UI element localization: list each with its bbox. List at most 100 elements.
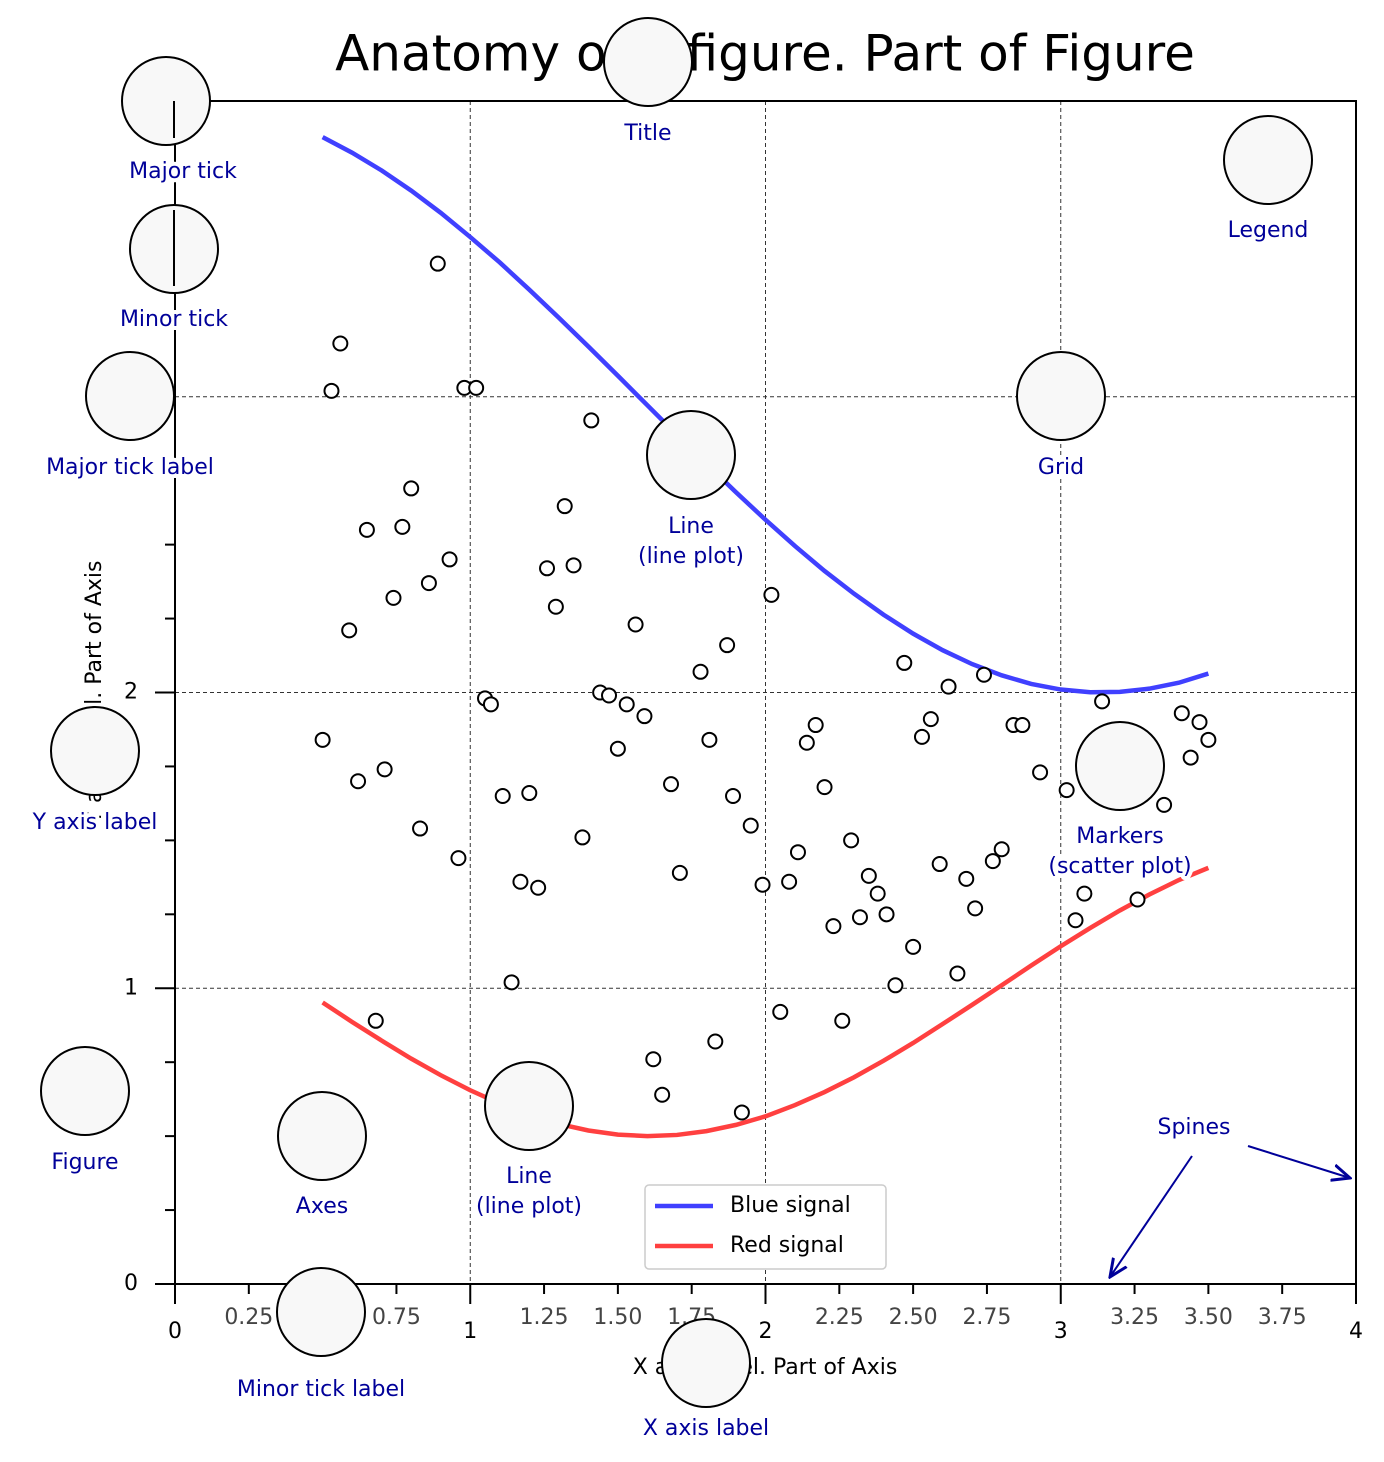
marker — [958, 870, 975, 887]
marker — [692, 663, 709, 680]
x-minor-tick-label: 3.25 — [1110, 1305, 1159, 1330]
annotation-circle — [661, 1318, 751, 1408]
annotation-circle — [646, 410, 736, 500]
x-tick-label: 2 — [759, 1319, 773, 1344]
marker — [521, 785, 538, 802]
marker — [1182, 749, 1199, 766]
annotation-circle — [50, 706, 140, 796]
marker — [1173, 705, 1190, 722]
marker — [1129, 891, 1146, 908]
marker — [412, 820, 429, 837]
marker — [654, 1086, 671, 1103]
marker — [733, 1104, 750, 1121]
marker — [358, 521, 375, 538]
marker — [772, 1003, 789, 1020]
marker — [869, 885, 886, 902]
marker — [314, 731, 331, 748]
marker — [420, 575, 437, 592]
marker — [583, 412, 600, 429]
marker — [574, 829, 591, 846]
marker — [896, 654, 913, 671]
annotation-label: Title — [623, 121, 671, 146]
annotation-label: Line — [506, 1164, 552, 1189]
marker — [754, 876, 771, 893]
marker — [1067, 912, 1084, 929]
x-minor-tick-label: 0.25 — [224, 1305, 273, 1330]
marker — [913, 728, 930, 745]
annotation-label: Line — [668, 514, 714, 539]
line — [321, 865, 1210, 1139]
marker — [341, 622, 358, 639]
annotation-circle — [276, 1267, 366, 1357]
marker — [350, 773, 367, 790]
annotation-label: Major tick label — [46, 455, 214, 480]
x-minor-tick-label: 1.50 — [593, 1305, 642, 1330]
x-minor-tick-label: 2.50 — [889, 1305, 938, 1330]
marker — [967, 900, 984, 917]
marker — [376, 761, 393, 778]
legend-label: Blue signal — [730, 1193, 851, 1218]
marker — [878, 906, 895, 923]
marker — [482, 696, 499, 713]
marker — [332, 335, 349, 352]
marker — [547, 598, 564, 615]
marker — [636, 708, 653, 725]
spine-arrow — [1247, 1145, 1350, 1178]
marker — [975, 666, 992, 683]
marker — [993, 841, 1010, 858]
marker — [742, 817, 759, 834]
marker — [834, 1012, 851, 1029]
x-minor-tick-label: 2.75 — [962, 1305, 1011, 1330]
marker — [725, 788, 742, 805]
marker — [949, 965, 966, 982]
marker — [763, 586, 780, 603]
x-minor-tick-label: 3.50 — [1184, 1305, 1233, 1330]
marker — [385, 589, 402, 606]
marker — [530, 879, 547, 896]
annotation-label: (line plot) — [476, 1194, 582, 1219]
annotation-label: X axis label — [643, 1416, 769, 1441]
y-tick-label: 0 — [124, 1271, 138, 1296]
marker — [789, 844, 806, 861]
marker — [798, 734, 815, 751]
annotation-label: Grid — [1038, 455, 1084, 480]
x-minor-tick-label: 1.25 — [520, 1305, 569, 1330]
marker — [1014, 717, 1031, 734]
x-tick-label: 1 — [463, 1319, 477, 1344]
x-minor-tick-label: 3.75 — [1258, 1305, 1307, 1330]
legend: Blue signal Red signal — [644, 1184, 887, 1270]
marker — [671, 864, 688, 881]
marker — [468, 379, 485, 396]
marker — [663, 776, 680, 793]
marker — [367, 1012, 384, 1029]
marker — [503, 974, 520, 991]
x-tick-label: 3 — [1054, 1319, 1068, 1344]
marker — [565, 557, 582, 574]
annotation-label: (line plot) — [638, 544, 744, 569]
annotation-label: Markers — [1076, 824, 1164, 849]
marker — [539, 560, 556, 577]
marker — [494, 788, 511, 805]
annotations: Title Major tick Minor tick Major tick labe… — [28, 17, 1313, 1445]
legend-label: Red signal — [730, 1233, 844, 1258]
y-tick-label: 2 — [124, 680, 138, 705]
spine-arrow — [1110, 1155, 1193, 1277]
annotation-circle — [40, 1046, 130, 1136]
annotation-circle — [1223, 115, 1313, 205]
marker — [1032, 764, 1049, 781]
marker — [1191, 714, 1208, 731]
marker — [403, 480, 420, 497]
marker — [618, 696, 635, 713]
marker — [1200, 731, 1217, 748]
marker — [887, 977, 904, 994]
marker — [922, 711, 939, 728]
marker — [627, 616, 644, 633]
y-tick-label: 1 — [124, 975, 138, 1000]
annotation-label: Major tick — [129, 159, 237, 184]
x-tick-label: 4 — [1349, 1319, 1363, 1344]
marker — [394, 518, 411, 535]
marker — [851, 909, 868, 926]
x-tick-label: 0 — [168, 1319, 182, 1344]
marker — [701, 731, 718, 748]
